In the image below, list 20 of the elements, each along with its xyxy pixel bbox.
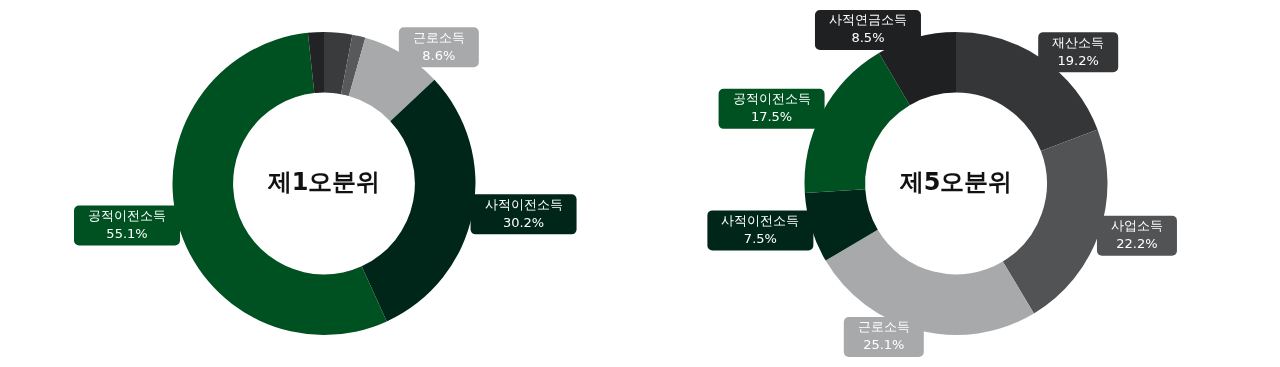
slice-label: 사적이전소득 <box>484 196 563 212</box>
data-label: 8.5% <box>851 30 885 46</box>
slice-label: 재산소득 <box>1052 34 1105 50</box>
slice-label: 공적이전소득 <box>88 207 167 223</box>
data-label: 22.2% <box>1116 236 1158 252</box>
data-label: 25.1% <box>863 337 905 353</box>
data-label: 17.5% <box>750 109 793 125</box>
text: 제5오분위 <box>898 167 1013 196</box>
data-label: 8.6% <box>422 47 456 63</box>
data-label: 7.5% <box>743 230 777 246</box>
text: 제1오분위 <box>266 167 381 196</box>
slice-label: 사업소득 <box>1110 218 1163 234</box>
data-label: 30.2% <box>502 214 545 230</box>
slice-label: 사적연금소득 <box>828 12 907 28</box>
slice-label: 근로소득 <box>412 29 465 45</box>
slice-label: 근로소득 <box>857 319 910 335</box>
slice-label: 사적이전소득 <box>721 212 800 228</box>
data-label: 19.2% <box>1057 52 1099 68</box>
data-label: 55.1% <box>106 225 148 241</box>
slice-label: 공적이전소득 <box>732 91 811 107</box>
